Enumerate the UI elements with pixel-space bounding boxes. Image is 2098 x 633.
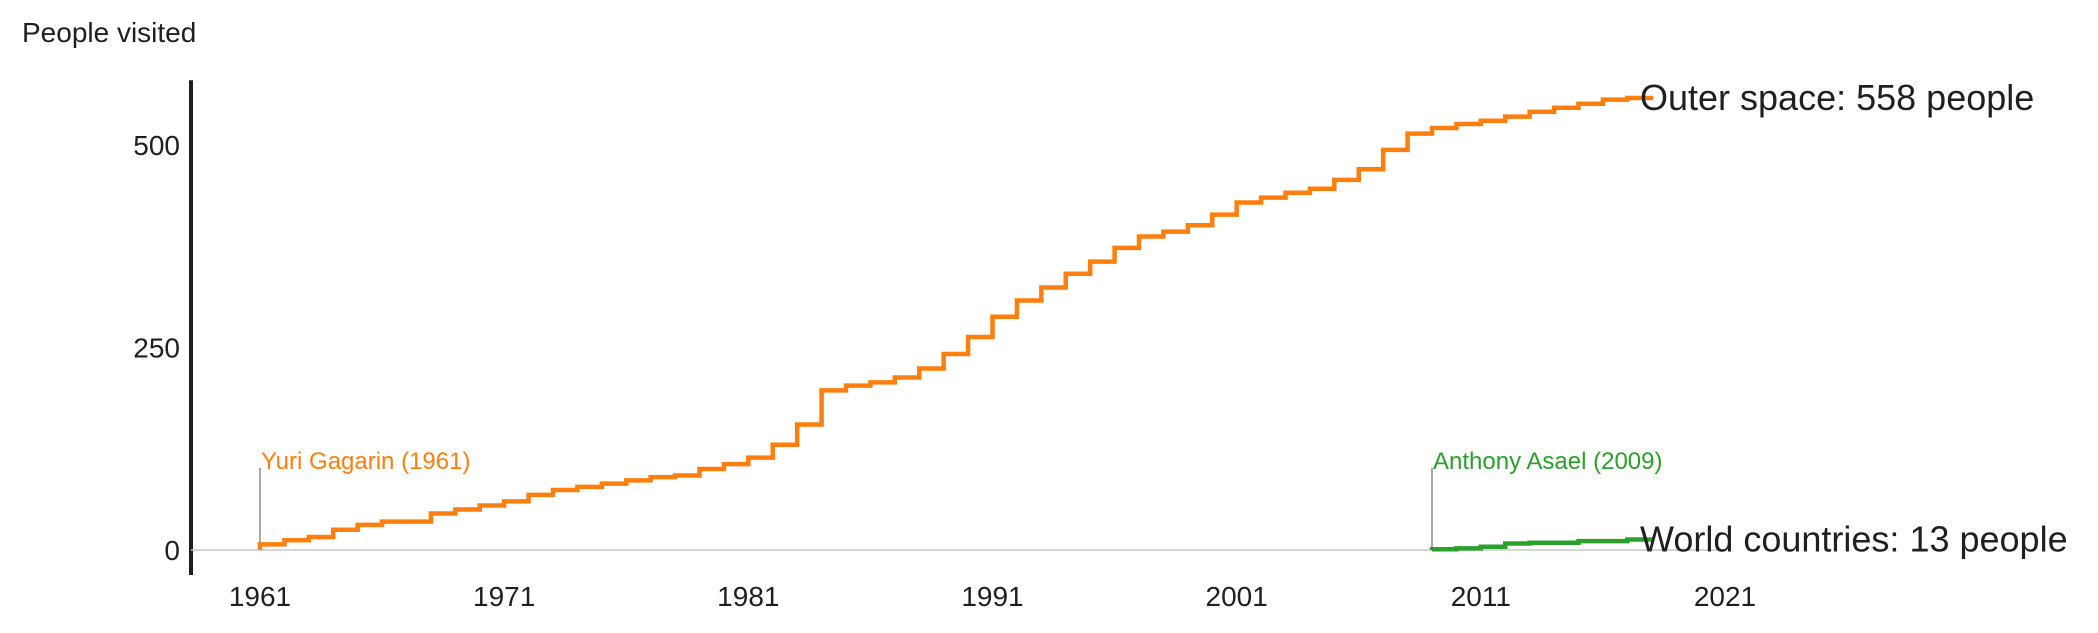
x-axis: 1961 1971 1981 1991 2001 2011 2021 bbox=[191, 549, 1756, 612]
x-tick-label: 1971 bbox=[473, 581, 535, 612]
y-axis-label: People visited bbox=[22, 17, 196, 48]
series-end-label: Outer space: 558 people bbox=[1640, 77, 2034, 118]
x-tick-label: 2011 bbox=[1451, 581, 1511, 612]
x-tick-label: 2001 bbox=[1206, 581, 1268, 612]
x-tick-label: 1961 bbox=[229, 581, 291, 612]
x-tick-label: 2021 bbox=[1694, 581, 1756, 612]
y-tick-label: 250 bbox=[133, 333, 180, 364]
end-labels: Outer space: 558 people World countries: … bbox=[1640, 77, 2068, 559]
y-tick-label: 500 bbox=[133, 130, 180, 161]
x-tick-label: 1991 bbox=[961, 581, 1023, 612]
series-end-label: World countries: 13 people bbox=[1640, 518, 2068, 559]
annotation-label: Yuri Gagarin (1961) bbox=[261, 448, 470, 475]
y-tick-label: 0 bbox=[164, 535, 180, 566]
x-tick-label: 1981 bbox=[717, 581, 779, 612]
annotation-label: Anthony Asael (2009) bbox=[1433, 448, 1663, 475]
series-line-outer-space bbox=[257, 95, 1654, 550]
series bbox=[257, 95, 1654, 552]
annotations: Yuri Gagarin (1961) Anthony Asael (2009) bbox=[259, 448, 1663, 550]
y-axis: 0 250 500 bbox=[133, 80, 193, 575]
series-line-world-countries bbox=[1429, 537, 1654, 552]
